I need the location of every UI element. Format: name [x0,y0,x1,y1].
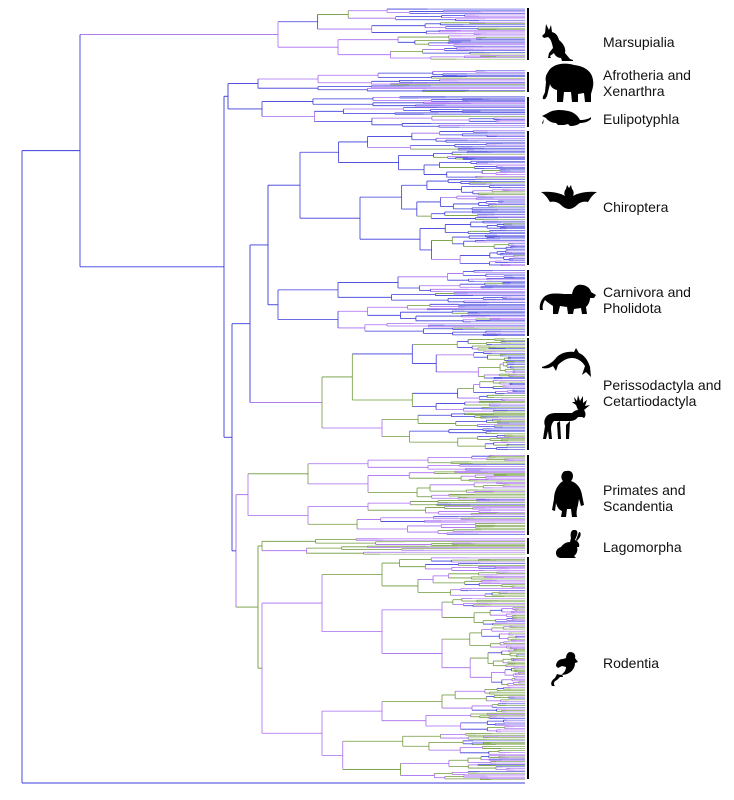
bracket-carnivora [527,270,529,336]
elephant-icon [542,63,594,102]
bracket-chiroptera [527,131,529,265]
clade-label-line: Cetartiodactyla [603,393,697,409]
bracket-marsupialia [527,8,529,60]
bracket-afrotheria [527,72,529,92]
shrew-icon [542,109,591,126]
clade-label-line: Xenarthra [603,83,665,99]
clade-label-chiroptera: Chiroptera [603,199,668,215]
clade-label-line: Eulipotyphla [603,111,680,127]
clade-label-line: Afrotheria and [603,67,691,83]
clade-label-line: Carnivora and [603,284,691,300]
bat-icon [541,185,597,209]
bracket-cetartiodactyla [527,338,529,450]
reindeer-icon [543,395,590,439]
clade-label-afrotheria: Afrotheria and Xenarthra [603,67,691,99]
gorilla-icon [552,470,584,517]
bracket-primates [527,455,529,535]
bracket-eulipotyphla [527,97,529,127]
clade-label-line: Lagomorpha [603,539,682,555]
clade-label-line: Rodentia [603,655,660,671]
bracket-rodentia [527,557,529,779]
clade-label-line: Marsupialia [603,34,675,50]
clade-label-marsupialia: Marsupialia [603,34,675,50]
clade-label-primates: Primates and Scandentia [603,482,685,514]
clade-label-line: Perissodactyla and [603,377,722,393]
clade-label-line: Scandentia [603,498,674,514]
dolphin-icon [542,348,591,377]
clade-label-line: Primates and [603,482,686,498]
clade-label-lagomorpha: Lagomorpha [603,539,682,555]
clade-label-eulipotyphla: Eulipotyphla [603,111,679,127]
clade-label-carnivora: Carnivora and Pholidota [603,284,691,316]
rabbit-icon [556,530,581,558]
clade-label-cetartiodactyla: Perissodactyla and Cetartiodactyla [603,377,721,409]
bracket-lagomorpha [527,538,529,554]
lion-icon [539,284,596,314]
kangaroo-icon [542,24,573,61]
clade-label-line: Pholidota [603,300,662,316]
clade-label-rodentia: Rodentia [603,655,659,671]
mouse-icon [551,652,578,686]
clade-label-line: Chiroptera [603,199,669,215]
